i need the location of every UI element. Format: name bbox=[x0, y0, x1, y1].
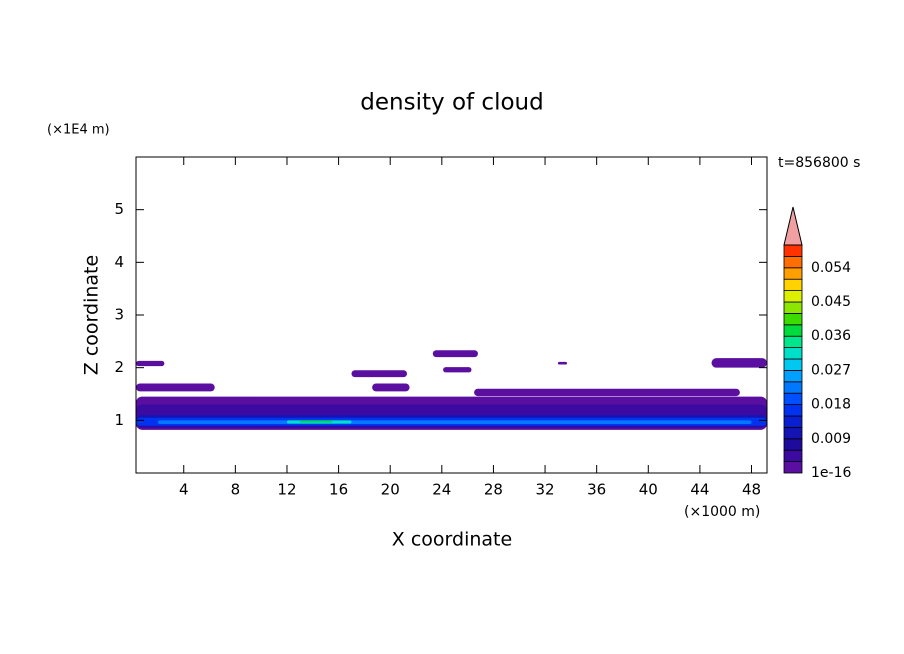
colorbar-extend bbox=[783, 206, 803, 246]
colorbar-band bbox=[783, 381, 803, 394]
colorbar-band bbox=[783, 267, 803, 280]
x-tick-label: 4 bbox=[179, 481, 189, 499]
contour-region bbox=[711, 358, 767, 368]
colorbar-label: 0.009 bbox=[811, 431, 851, 447]
x-axis-label: X coordinate bbox=[392, 529, 512, 551]
x-tick-label: 12 bbox=[277, 481, 296, 499]
x-tick-label: 40 bbox=[639, 481, 658, 499]
colorbar-band bbox=[783, 335, 803, 349]
time-label: t=856800 s bbox=[778, 155, 860, 171]
colorbar-band bbox=[783, 312, 803, 326]
colorbar-band bbox=[783, 301, 803, 314]
colorbar-band bbox=[783, 278, 803, 292]
y-tick-label: 3 bbox=[114, 306, 124, 324]
contour-region bbox=[372, 383, 410, 392]
colorbar-label: 0.054 bbox=[811, 260, 851, 276]
colorbar-band bbox=[783, 426, 803, 440]
contour-region bbox=[432, 350, 478, 358]
colorbar-band bbox=[783, 461, 803, 474]
colorbar-label: 0.018 bbox=[811, 397, 851, 413]
colorbar-band bbox=[783, 290, 803, 303]
x-tick-label: 16 bbox=[329, 481, 348, 499]
y-tick-label: 1 bbox=[114, 411, 124, 429]
contour-region bbox=[557, 361, 567, 365]
x-tick-label: 20 bbox=[381, 481, 400, 499]
x-tick-label: 24 bbox=[432, 481, 451, 499]
colorbar-band bbox=[783, 369, 803, 383]
contour-region bbox=[136, 360, 165, 367]
contour-region bbox=[299, 420, 333, 423]
x-unit: (×1000 m) bbox=[684, 504, 760, 520]
contour-region bbox=[136, 383, 215, 392]
colorbar-band bbox=[783, 347, 803, 360]
colorbar-band bbox=[783, 392, 803, 406]
y-tick-label: 4 bbox=[114, 253, 124, 271]
colorbar-band bbox=[783, 255, 803, 269]
colorbar-band bbox=[783, 449, 803, 463]
colorbar-band bbox=[783, 404, 803, 417]
y-tick-label: 2 bbox=[114, 358, 124, 376]
x-tick-label: 36 bbox=[587, 481, 606, 499]
contour-region bbox=[443, 367, 472, 373]
contour-region bbox=[351, 370, 407, 378]
y-axis-label: Z coordinate bbox=[81, 255, 103, 375]
colorbar-band bbox=[783, 358, 803, 371]
colorbar-label: 0.045 bbox=[811, 294, 851, 310]
colorbar-label: 1e-16 bbox=[811, 465, 851, 481]
x-tick-label: 32 bbox=[536, 481, 555, 499]
colorbar-band bbox=[783, 415, 803, 428]
x-tick-label: 28 bbox=[484, 481, 503, 499]
y-unit: (×1E4 m) bbox=[47, 123, 110, 138]
colorbar-band bbox=[783, 324, 803, 337]
y-tick-label: 5 bbox=[114, 200, 124, 218]
colorbar-label: 0.036 bbox=[811, 328, 851, 344]
x-tick-label: 8 bbox=[231, 481, 241, 499]
x-tick-label: 48 bbox=[742, 481, 761, 499]
colorbar-band bbox=[783, 438, 803, 451]
chart-title: density of cloud bbox=[360, 90, 543, 116]
contour-region bbox=[157, 420, 752, 425]
colorbar-label: 0.027 bbox=[811, 362, 851, 378]
contour-region bbox=[474, 388, 740, 397]
x-tick-label: 44 bbox=[690, 481, 709, 499]
colorbar-band bbox=[783, 244, 803, 257]
